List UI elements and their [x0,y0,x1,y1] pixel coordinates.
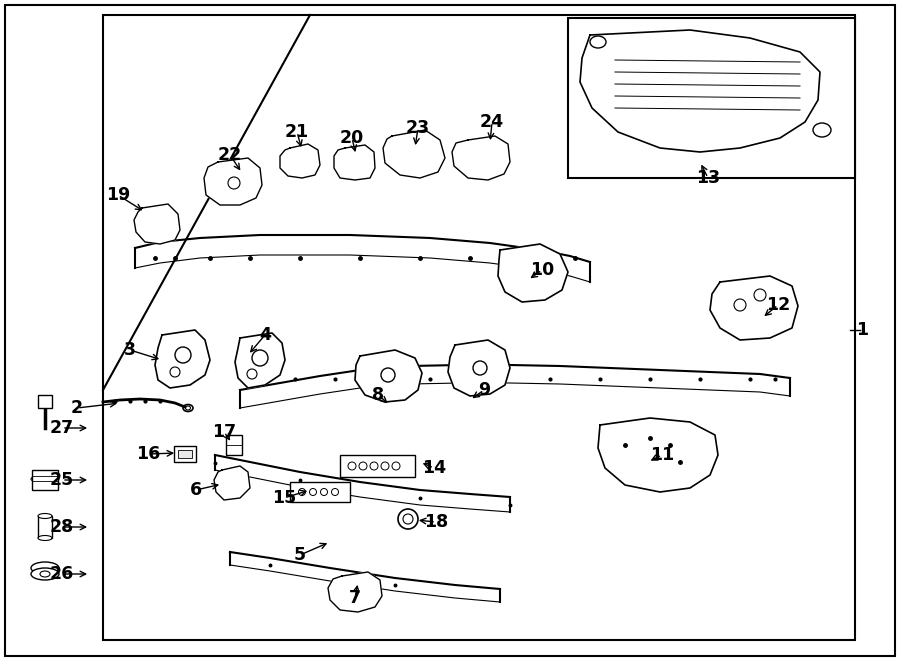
Text: 16: 16 [136,445,160,463]
Text: 11: 11 [650,446,674,464]
Ellipse shape [37,475,53,483]
Bar [568,18,855,178]
Text: 23: 23 [406,119,430,137]
Polygon shape [280,144,320,178]
Text: 6: 6 [190,481,203,499]
Polygon shape [355,350,422,402]
Polygon shape [235,333,285,388]
Ellipse shape [38,514,52,518]
Ellipse shape [813,123,831,137]
Polygon shape [498,244,568,302]
Circle shape [331,488,338,496]
Text: 7: 7 [349,589,361,607]
Ellipse shape [31,562,59,574]
Text: 1: 1 [856,321,868,339]
Ellipse shape [40,571,50,577]
Bar [32,470,58,490]
Circle shape [175,347,191,363]
Polygon shape [134,204,180,244]
Text: 19: 19 [106,186,130,204]
Ellipse shape [34,475,56,483]
Text: 5: 5 [294,546,306,564]
Polygon shape [580,30,820,152]
Circle shape [381,368,395,382]
Text: 15: 15 [272,489,296,507]
Circle shape [252,350,268,366]
Text: 17: 17 [212,423,236,441]
Circle shape [754,289,766,301]
Text: 12: 12 [766,296,790,314]
Bar [290,482,350,502]
Text: 9: 9 [478,381,491,399]
Ellipse shape [38,535,52,541]
Polygon shape [383,130,445,178]
Circle shape [392,462,400,470]
Bar [340,455,415,477]
Circle shape [381,462,389,470]
Circle shape [734,299,746,311]
Polygon shape [204,158,262,205]
Polygon shape [452,136,510,180]
Text: 25: 25 [50,471,74,489]
Text: 20: 20 [340,129,364,147]
Text: 27: 27 [50,419,74,437]
Polygon shape [598,418,718,492]
Text: 18: 18 [424,513,448,531]
Text: 10: 10 [530,261,554,279]
Bar [38,516,52,538]
Polygon shape [334,145,375,180]
Circle shape [310,488,317,496]
Text: 24: 24 [480,113,504,131]
Text: 22: 22 [218,146,242,164]
Text: 2: 2 [71,399,83,417]
Bar [38,395,52,408]
Circle shape [299,488,305,496]
Circle shape [398,509,418,529]
Polygon shape [448,340,510,396]
Bar [226,435,242,455]
Text: 21: 21 [285,123,309,141]
Circle shape [348,462,356,470]
Circle shape [320,488,328,496]
Polygon shape [328,572,382,612]
Circle shape [370,462,378,470]
Polygon shape [710,276,798,340]
Text: 14: 14 [422,459,446,477]
Text: 4: 4 [259,326,271,344]
Circle shape [403,514,413,524]
Text: 3: 3 [124,341,136,359]
Circle shape [473,361,487,375]
Text: 13: 13 [696,169,720,187]
Ellipse shape [31,475,59,483]
Circle shape [170,367,180,377]
Bar [174,446,196,462]
Bar [178,450,192,458]
Text: 8: 8 [372,386,384,404]
Text: 28: 28 [50,518,74,536]
Ellipse shape [590,36,606,48]
Circle shape [247,369,257,379]
Polygon shape [155,330,210,388]
Polygon shape [214,466,250,500]
Text: 26: 26 [50,565,74,583]
Circle shape [359,462,367,470]
Circle shape [228,177,240,189]
Bar [103,15,855,640]
Ellipse shape [31,568,59,580]
